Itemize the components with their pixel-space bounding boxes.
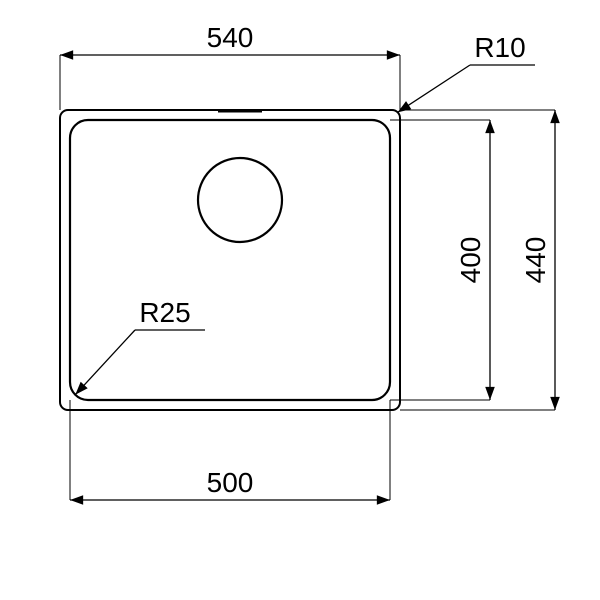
svg-text:440: 440 xyxy=(520,237,551,284)
outer-radius-label: R10 xyxy=(474,32,525,63)
svg-text:500: 500 xyxy=(207,467,254,498)
outer-basin xyxy=(60,110,400,410)
svg-text:400: 400 xyxy=(455,237,486,284)
svg-text:540: 540 xyxy=(207,22,254,53)
drain-circle xyxy=(198,158,282,242)
inner-radius-label: R25 xyxy=(139,297,190,328)
inner-bowl xyxy=(70,120,390,400)
